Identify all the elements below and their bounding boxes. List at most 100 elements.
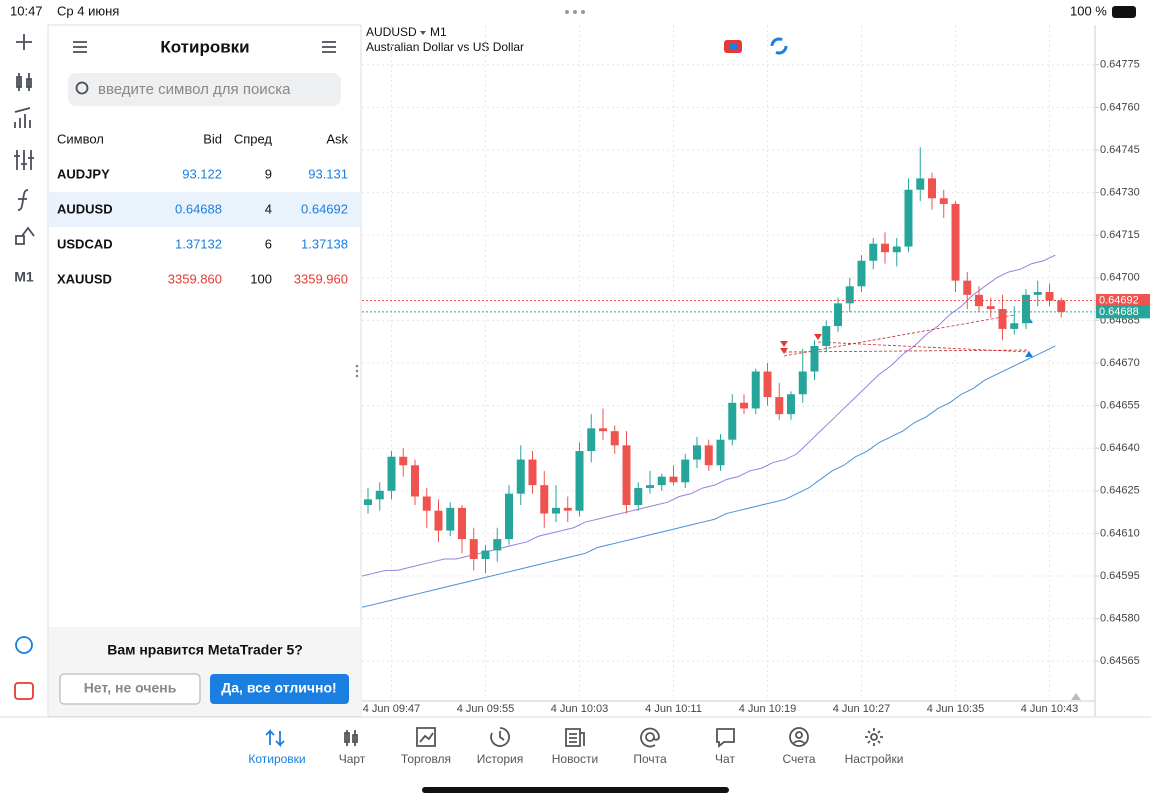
candle-body <box>798 371 807 395</box>
candle-body <box>904 189 913 247</box>
tab-label[interactable]: Чат <box>715 752 735 766</box>
tab-label[interactable]: Новости <box>552 752 598 766</box>
objects-icon[interactable] <box>15 226 35 245</box>
symbol: AUDUSD <box>57 201 113 216</box>
y-tick-label: 0.64775 <box>1100 59 1140 71</box>
feedback-question: Вам нравится MetaTrader 5? <box>107 642 303 658</box>
market-icon[interactable] <box>15 636 33 654</box>
quotes-title: Котировки <box>160 37 249 56</box>
ask-label: 0.64692 <box>1099 294 1139 306</box>
candle-body <box>728 402 737 440</box>
trade-line <box>783 314 1030 357</box>
splitter <box>355 374 359 378</box>
list-icon[interactable] <box>73 41 87 53</box>
battery-icon <box>1112 6 1136 18</box>
candles-icon[interactable] <box>16 73 32 91</box>
symbol: AUDJPY <box>57 166 110 181</box>
tab-icon[interactable] <box>789 727 809 747</box>
status-date: Ср 4 июня <box>57 3 119 18</box>
symbol: XAUUSD <box>57 271 112 286</box>
candle-body <box>646 485 654 488</box>
tab-icon[interactable] <box>344 730 358 746</box>
candle-body <box>481 550 490 559</box>
scroll-marker[interactable] <box>1071 693 1081 700</box>
status-dots <box>565 10 585 14</box>
tab-label[interactable]: История <box>477 752 524 766</box>
x-tick-label: 4 Jun 09:47 <box>363 703 421 715</box>
tab-icon[interactable] <box>565 728 585 747</box>
tab-label[interactable]: Котировки <box>248 752 305 766</box>
quotes-panel <box>47 24 362 717</box>
no-button-label[interactable]: Нет, не очень <box>84 680 177 696</box>
trade-arrow <box>780 348 788 354</box>
candle-body <box>1045 291 1054 301</box>
candle-body <box>516 459 525 494</box>
candle-body <box>834 303 842 327</box>
y-tick-label: 0.64700 <box>1100 272 1140 284</box>
crosshair-icon[interactable] <box>16 34 32 50</box>
bid-label-box <box>1096 305 1150 319</box>
tab-label[interactable]: Торговля <box>401 752 451 766</box>
tab-icon[interactable] <box>716 728 735 748</box>
candle-body <box>939 198 948 204</box>
candle-body <box>810 345 819 372</box>
y-tick-label: 0.64640 <box>1100 442 1140 454</box>
col-header: Bid <box>203 131 222 146</box>
candle-body <box>822 326 831 346</box>
add-icon[interactable] <box>14 682 34 700</box>
candle-body <box>951 203 960 281</box>
yes-button-label[interactable]: Да, все отлично! <box>221 680 336 696</box>
moving-average <box>362 345 1056 608</box>
y-tick-label: 0.64760 <box>1100 101 1140 113</box>
candle-body <box>998 309 1007 329</box>
spread: 4 <box>265 201 272 216</box>
candle-body <box>1057 300 1066 312</box>
chart-symbol[interactable]: AUDUSD <box>366 25 417 39</box>
x-tick-label: 4 Jun 09:55 <box>457 703 515 715</box>
candle-body <box>928 178 936 199</box>
candle-body <box>963 280 972 295</box>
function-icon[interactable] <box>17 189 29 211</box>
col-header: Символ <box>57 131 104 146</box>
candle-body <box>693 445 701 460</box>
settings-icon[interactable] <box>14 150 34 170</box>
ask: 1.37138 <box>301 236 348 251</box>
candle-body <box>751 371 760 409</box>
signal-icon[interactable] <box>770 37 788 55</box>
no-button[interactable] <box>59 673 201 705</box>
candle-body <box>775 397 784 415</box>
tab-label[interactable]: Настройки <box>845 752 904 766</box>
home-indicator <box>422 787 729 793</box>
candle-body <box>364 499 372 506</box>
tab-label[interactable]: Чарт <box>339 752 366 766</box>
candle-body <box>446 507 455 531</box>
tab-icon[interactable] <box>640 727 660 748</box>
timeframe-button[interactable]: M1 <box>14 269 34 285</box>
y-tick-label: 0.64655 <box>1100 400 1140 412</box>
search-box[interactable] <box>68 73 341 106</box>
tab-label[interactable]: Почта <box>633 752 667 766</box>
indicators-icon[interactable] <box>14 107 31 128</box>
ask-label-box <box>1096 294 1150 308</box>
yes-button[interactable] <box>210 674 349 704</box>
symbol-dropdown[interactable] <box>420 31 426 35</box>
tab-icon[interactable] <box>490 727 510 747</box>
y-tick-label: 0.64745 <box>1100 144 1140 156</box>
trade-arrow <box>814 334 822 340</box>
bid-label: 0.64688 <box>1099 306 1139 318</box>
candle-body <box>540 485 549 514</box>
spread: 6 <box>265 236 272 251</box>
y-tick-label: 0.64595 <box>1100 570 1140 582</box>
columns-icon[interactable] <box>322 41 336 53</box>
candle-body <box>740 402 748 409</box>
status-time: 10:47 <box>10 3 43 18</box>
candle-body <box>434 510 443 531</box>
tab-label[interactable]: Счета <box>782 752 815 766</box>
tab-icon[interactable] <box>865 728 883 746</box>
candle-body <box>669 476 678 483</box>
tab-bar: Котировки Чарт Торговля История Новости Почта… <box>248 727 904 766</box>
tab-icon[interactable] <box>416 727 436 747</box>
candle-body <box>1010 323 1019 329</box>
splitter <box>355 369 359 373</box>
tab-icon[interactable] <box>265 728 285 748</box>
